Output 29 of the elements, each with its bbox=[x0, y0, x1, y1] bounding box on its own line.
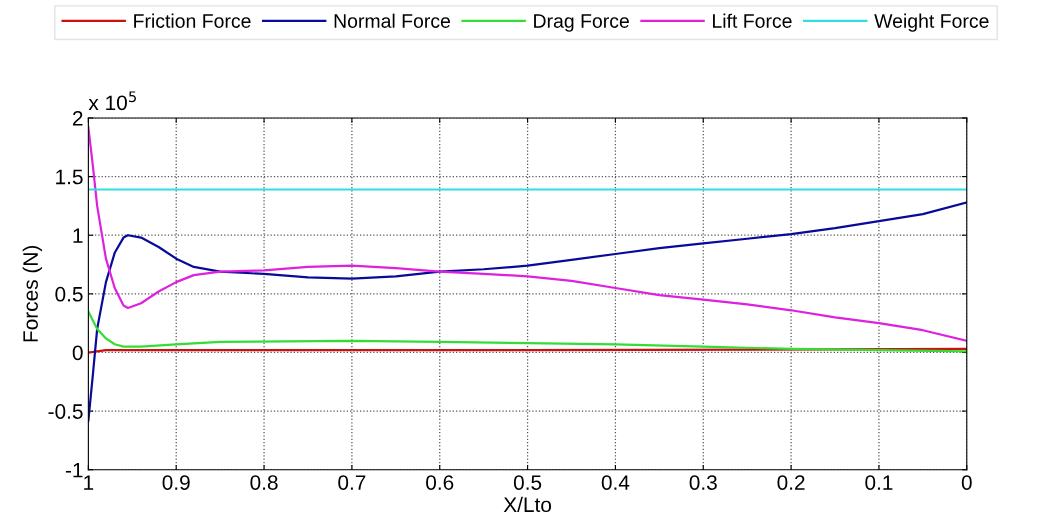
y-tick-label: -1 bbox=[65, 462, 83, 478]
legend-label: Friction Force bbox=[134, 13, 251, 28]
line-series bbox=[88, 310, 967, 353]
x-tick-label: 1 bbox=[84, 475, 94, 490]
x-tick-label: 0 bbox=[961, 475, 972, 490]
y-axis-title: Forces (N) bbox=[22, 245, 43, 342]
y-tick-label: 1 bbox=[73, 228, 83, 243]
x-tick-label: 0.5 bbox=[513, 475, 542, 490]
text: x 10$^{5}$ bbox=[88, 91, 136, 111]
x-tick-label: 0.6 bbox=[426, 475, 454, 490]
y-tick-label: 0 bbox=[72, 345, 83, 361]
x-tick-label: 0.3 bbox=[689, 475, 717, 490]
y-tick-label: -0.5 bbox=[48, 404, 83, 419]
x-tick-label: 0.7 bbox=[338, 475, 366, 490]
y-tick-label: 2 bbox=[72, 110, 83, 126]
line-series bbox=[88, 201, 967, 422]
x-tick-label: 0.2 bbox=[777, 475, 805, 490]
legend-label: Lift Force bbox=[713, 13, 792, 28]
legend-label: Normal Force bbox=[334, 13, 450, 28]
x-tick-label: 0.1 bbox=[865, 475, 893, 490]
line-series bbox=[88, 126, 967, 342]
x-tick-label: 0.9 bbox=[162, 475, 190, 490]
legend-label: Weight Force bbox=[874, 13, 989, 32]
y-tick-label: 1.5 bbox=[56, 169, 83, 185]
x-axis-title: X/Lto bbox=[503, 496, 552, 513]
x-tick-label: 0.4 bbox=[601, 475, 630, 490]
x-tick-label: 0.8 bbox=[250, 475, 278, 490]
legend-label: Drag Force bbox=[534, 14, 629, 32]
y-tick-label: 0.5 bbox=[55, 286, 83, 302]
